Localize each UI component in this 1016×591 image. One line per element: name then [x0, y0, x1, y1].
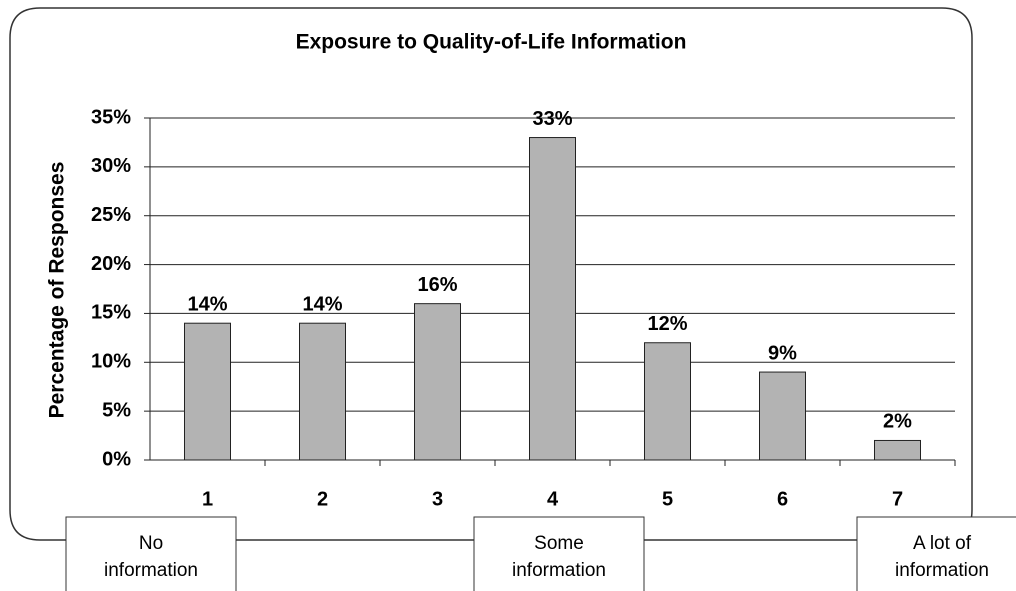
- annotation: A lot of: [913, 533, 972, 554]
- y-tick-label: 15%: [91, 302, 131, 324]
- annotation: No: [139, 533, 163, 554]
- y-tick-label: 5%: [102, 399, 131, 421]
- data-label: 14%: [187, 293, 227, 315]
- data-label: 12%: [647, 313, 687, 335]
- y-axis-label: Percentage of Responses: [46, 162, 69, 419]
- x-tick-label: 2: [317, 488, 328, 510]
- annotation: information: [895, 560, 989, 581]
- annotation-box: [473, 516, 645, 591]
- data-label: 33%: [532, 108, 572, 130]
- annotation-box: [65, 516, 237, 591]
- bar: [529, 137, 576, 461]
- bar: [874, 439, 921, 461]
- y-tick-label: 10%: [91, 351, 131, 373]
- y-tick-label: 0%: [102, 448, 131, 470]
- x-tick-label: 7: [892, 488, 903, 510]
- bar: [414, 303, 461, 461]
- x-tick-label: 1: [202, 488, 213, 510]
- data-label: 14%: [302, 293, 342, 315]
- y-tick-label: 30%: [91, 155, 131, 177]
- data-label: 2%: [883, 411, 912, 433]
- y-tick-label: 25%: [91, 204, 131, 226]
- annotation-box: [856, 516, 1016, 591]
- data-label: 9%: [768, 342, 797, 364]
- x-tick-label: 6: [777, 488, 788, 510]
- annotation: information: [104, 560, 198, 581]
- y-tick-label: 35%: [91, 106, 131, 128]
- bar: [644, 342, 691, 461]
- annotation: Some: [534, 533, 584, 554]
- bar: [299, 322, 346, 461]
- bar: [759, 371, 806, 461]
- annotation: information: [512, 560, 606, 581]
- data-label: 16%: [417, 274, 457, 296]
- chart-title: Exposure to Quality-of-Life Information: [296, 31, 687, 54]
- y-tick-label: 20%: [91, 253, 131, 275]
- x-tick-label: 4: [547, 488, 559, 510]
- bar: [184, 322, 231, 461]
- x-tick-label: 3: [432, 488, 443, 510]
- x-tick-label: 5: [662, 488, 673, 510]
